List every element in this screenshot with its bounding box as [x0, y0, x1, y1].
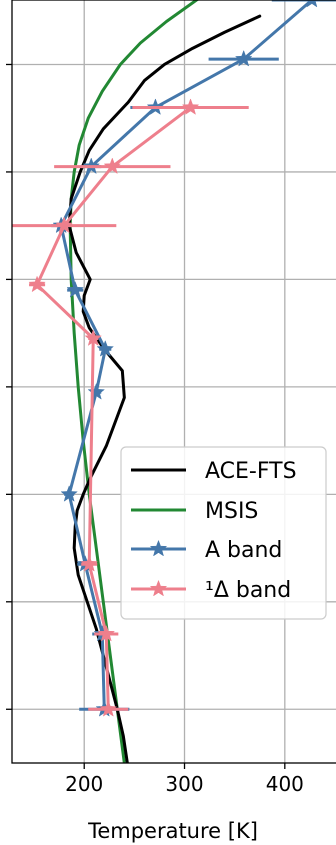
legend: ACE-FTS MSIS A band ¹Δ band: [120, 446, 327, 620]
data-point-a-band: [306, 0, 318, 8]
series-line-msis: [68, 0, 200, 763]
data-point-a-band: [87, 383, 106, 400]
legend-marker-a-band: [149, 539, 168, 557]
legend-marker-band: [149, 579, 168, 597]
axis-ticks: 200 300 400: [6, 63, 304, 796]
data-point-a-band: [234, 49, 253, 67]
data-point-a-band: [60, 485, 78, 502]
data-point-band: [84, 329, 103, 346]
data-point-band: [103, 157, 122, 175]
data-point-a-band: [96, 340, 115, 357]
x-tick-label: 200: [65, 772, 103, 796]
data-point-band: [55, 216, 73, 234]
series-msis: [68, 0, 200, 763]
series-group: [12, 0, 336, 763]
data-point-a-band: [66, 280, 84, 298]
plot-frame: [11, 0, 336, 764]
series-line-band: [35, 105, 193, 711]
data-point-band: [181, 98, 200, 115]
series-ace-fts: [67, 14, 262, 763]
series-band: [12, 98, 249, 717]
series-line-ace-fts: [67, 14, 262, 763]
x-tick-label: 300: [165, 772, 203, 796]
legend-frame: [120, 446, 327, 620]
legend-label-a-band: A band: [205, 538, 282, 563]
grid-lines: [12, 0, 336, 763]
data-point-band: [99, 700, 118, 717]
data-point-band: [28, 275, 46, 293]
data-point-band: [80, 554, 98, 572]
legend-label-msis: MSIS: [205, 499, 258, 524]
legend-label-band: ¹Δ band: [205, 578, 291, 603]
legend-label-ace-fts: ACE-FTS: [205, 459, 297, 484]
x-axis-label: Temperature [K]: [87, 819, 258, 843]
series-line-a-band: [59, 0, 314, 711]
data-point-band: [97, 624, 116, 642]
x-tick-label: 400: [266, 772, 304, 796]
